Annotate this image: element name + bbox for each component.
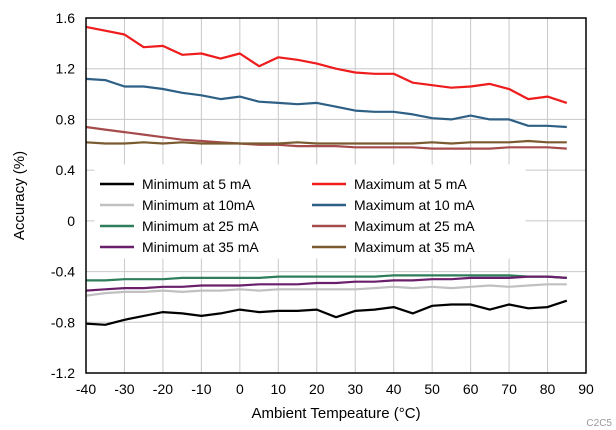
series-line-7 (85, 275, 567, 292)
x-tick-label: -40 (76, 381, 96, 397)
x-tick-label: 0 (236, 381, 244, 397)
x-tick-label: 90 (578, 381, 594, 397)
series-line-5 (86, 274, 567, 282)
series-line-1 (85, 299, 568, 326)
series-line-8 (85, 139, 567, 145)
y-tick-label: 1.6 (56, 10, 76, 26)
y-tick-labels: -1.2 -0.8 -0.4 0 0.4 0.8 1.2 1.6 (51, 10, 75, 381)
x-tick-label: -10 (191, 381, 211, 397)
legend-label: Maximum at 35 mA (354, 239, 475, 255)
legend-label: Minimum at 10mA (142, 197, 255, 213)
y-tick-label: 0.8 (56, 111, 76, 127)
series-line-2 (85, 25, 568, 104)
legend-label: Minimum at 25 mA (142, 218, 259, 234)
x-tick-label: 20 (309, 381, 325, 397)
y-tick-label: -0.4 (51, 264, 75, 280)
x-tick-label: -20 (153, 381, 173, 397)
series-line-3 (85, 283, 567, 297)
x-tick-labels: -40 -30 -20 -10 0 10 20 30 40 50 60 70 80 90 (76, 381, 594, 397)
x-tick-label: 70 (501, 381, 517, 397)
x-tick-label: 50 (424, 381, 440, 397)
x-tick-label: 40 (386, 381, 402, 397)
legend-label: Minimum at 5 mA (142, 176, 252, 192)
series-line-6 (85, 125, 567, 150)
legend: Minimum at 5 mA Maximum at 5 mA Minimum at… (94, 164, 526, 259)
y-tick-label: 0 (67, 213, 75, 229)
plot-frame (85, 17, 587, 374)
x-tick-label: 10 (271, 381, 287, 397)
legend-label: Maximum at 5 mA (354, 176, 467, 192)
legend-box (94, 164, 526, 259)
figure-code: C2C5 (586, 418, 612, 429)
y-tick-label: -0.8 (51, 314, 75, 330)
legend-label: Minimum at 35 mA (142, 239, 259, 255)
legend-label: Maximum at 10 mA (354, 197, 475, 213)
x-axis-title: Ambient Tempeature (°C) (251, 405, 420, 422)
series-lines (85, 25, 568, 326)
y-tick-label: 1.2 (56, 61, 76, 77)
y-axis-title: Accuracy (%) (11, 151, 28, 240)
series-line-4 (85, 77, 567, 129)
x-tick-label: 30 (347, 381, 363, 397)
y-tick-label: -1.2 (51, 365, 75, 381)
x-tick-label: -30 (114, 381, 134, 397)
y-tick-label: 0.4 (56, 162, 76, 178)
x-tick-label: 60 (463, 381, 479, 397)
legend-label: Maximum at 25 mA (354, 218, 475, 234)
x-tick-label: 80 (540, 381, 556, 397)
